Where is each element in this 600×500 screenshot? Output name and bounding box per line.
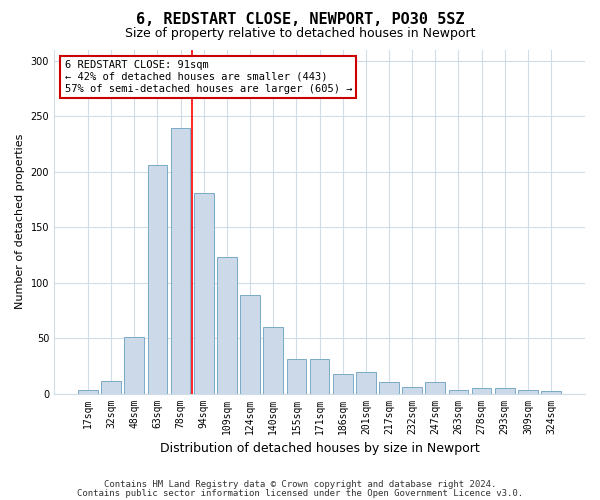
Bar (101, 382, 121, 394)
Bar (518, 390, 538, 394)
Bar (124, 337, 144, 394)
Text: Contains HM Land Registry data © Crown copyright and database right 2024.: Contains HM Land Registry data © Crown c… (104, 480, 496, 489)
Bar (310, 359, 329, 394)
Text: 6, REDSTART CLOSE, NEWPORT, PO30 5SZ: 6, REDSTART CLOSE, NEWPORT, PO30 5SZ (136, 12, 464, 28)
Bar (194, 193, 214, 394)
Bar (495, 388, 515, 394)
Bar (379, 382, 399, 394)
Bar (356, 372, 376, 394)
X-axis label: Distribution of detached houses by size in Newport: Distribution of detached houses by size … (160, 442, 479, 455)
Text: 6 REDSTART CLOSE: 91sqm
← 42% of detached houses are smaller (443)
57% of semi-d: 6 REDSTART CLOSE: 91sqm ← 42% of detache… (65, 60, 352, 94)
Bar (78, 390, 98, 394)
Bar (425, 382, 445, 394)
Bar (333, 374, 353, 394)
Y-axis label: Number of detached properties: Number of detached properties (15, 134, 25, 310)
Bar (217, 257, 237, 394)
Bar (402, 387, 422, 394)
Bar (287, 359, 306, 394)
Bar (171, 128, 190, 394)
Bar (541, 392, 561, 394)
Text: Contains public sector information licensed under the Open Government Licence v3: Contains public sector information licen… (77, 489, 523, 498)
Bar (148, 166, 167, 394)
Bar (449, 390, 468, 394)
Bar (263, 327, 283, 394)
Text: Size of property relative to detached houses in Newport: Size of property relative to detached ho… (125, 28, 475, 40)
Bar (472, 388, 491, 394)
Bar (240, 295, 260, 394)
